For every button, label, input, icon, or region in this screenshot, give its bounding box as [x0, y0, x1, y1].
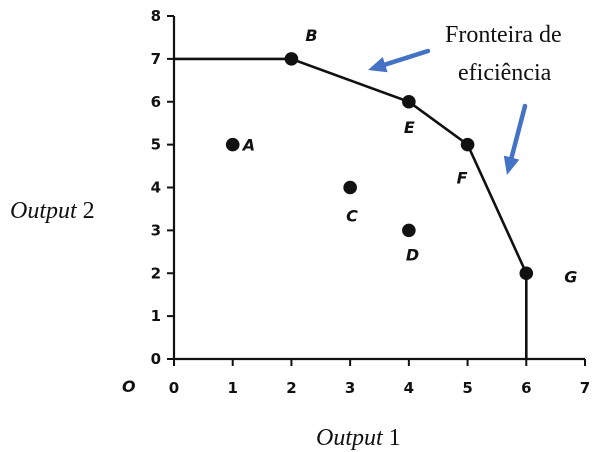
- y-axis-label: Output 2: [10, 198, 95, 224]
- y-axis-label-italic: Output: [10, 198, 78, 224]
- y-tick-label: 6: [151, 93, 161, 111]
- x-tick-label: 1: [227, 379, 237, 397]
- x-axis-label-italic: Output: [316, 425, 384, 451]
- annotation-line-1: Fronteira de: [445, 22, 562, 48]
- x-tick-label: 2: [286, 379, 296, 397]
- y-tick-label: 1: [151, 307, 161, 325]
- data-point-e: [402, 94, 416, 109]
- x-tick-label: 7: [580, 379, 590, 397]
- x-axis-label: Output 1: [316, 425, 401, 451]
- point-label-d: D: [406, 245, 419, 264]
- y-tick-label: 2: [151, 264, 161, 282]
- point-label-f: F: [457, 169, 468, 188]
- point-label-e: E: [404, 118, 415, 137]
- point-label-c: C: [346, 207, 358, 226]
- x-tick-label: 4: [404, 379, 414, 397]
- data-point-f: [460, 137, 475, 152]
- annotation-arrows: [368, 48, 528, 175]
- data-point-c: [343, 180, 357, 195]
- annotation-arrow-1: [368, 48, 431, 73]
- y-tick-label: 0: [151, 350, 161, 368]
- x-tick-label: 0: [169, 379, 179, 397]
- x-tick-label: 3: [345, 379, 355, 397]
- data-point-a: [225, 137, 240, 152]
- y-tick-label: 3: [151, 221, 161, 239]
- data-point-d: [402, 223, 416, 238]
- origin-label: O: [122, 377, 136, 396]
- annotation-arrow-2: [503, 103, 528, 175]
- y-tick-label: 8: [151, 7, 161, 25]
- x-tick-label: 6: [521, 379, 531, 397]
- y-tick-label: 4: [151, 179, 161, 197]
- point-label-b: B: [305, 26, 317, 45]
- point-label-a: A: [241, 136, 255, 155]
- data-point-b: [284, 52, 299, 66]
- y-tick-label: 7: [151, 50, 161, 68]
- annotation-line-2: eficiência: [458, 60, 552, 86]
- x-tick-label: 5: [462, 379, 472, 397]
- x-axis-label-rest: 1: [383, 425, 401, 451]
- data-point-g: [519, 266, 534, 281]
- efficiency-frontier-line: [174, 57, 528, 359]
- y-tick-label: 5: [151, 136, 161, 154]
- point-label-g: G: [564, 267, 577, 286]
- y-axis-label-rest: 2: [77, 198, 95, 224]
